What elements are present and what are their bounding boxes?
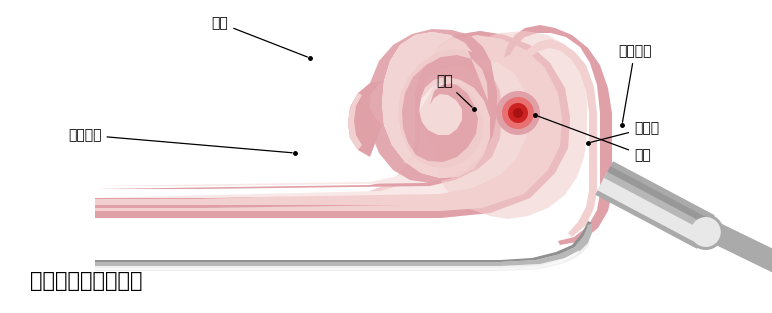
Circle shape bbox=[502, 97, 534, 129]
Polygon shape bbox=[95, 188, 460, 208]
Polygon shape bbox=[95, 31, 570, 218]
Polygon shape bbox=[95, 221, 592, 262]
Circle shape bbox=[508, 103, 528, 123]
Circle shape bbox=[688, 214, 724, 250]
Polygon shape bbox=[714, 220, 772, 279]
Polygon shape bbox=[504, 25, 612, 245]
Text: 直肠壁: 直肠壁 bbox=[591, 121, 659, 142]
Polygon shape bbox=[415, 31, 587, 219]
Polygon shape bbox=[95, 241, 590, 271]
Polygon shape bbox=[595, 161, 715, 249]
Text: 直肠探头: 直肠探头 bbox=[618, 44, 652, 122]
Polygon shape bbox=[95, 61, 502, 189]
Text: 胚胎: 胚胎 bbox=[537, 116, 651, 162]
Polygon shape bbox=[519, 39, 597, 237]
Polygon shape bbox=[598, 172, 709, 244]
Polygon shape bbox=[95, 65, 490, 186]
Circle shape bbox=[496, 91, 540, 135]
Text: 羊膜: 羊膜 bbox=[436, 74, 472, 107]
Polygon shape bbox=[95, 55, 542, 205]
Polygon shape bbox=[604, 166, 712, 232]
Polygon shape bbox=[95, 250, 580, 270]
Polygon shape bbox=[95, 59, 528, 198]
Text: 尿囊: 尿囊 bbox=[212, 16, 307, 57]
Text: 母牛子宫超声检查图: 母牛子宫超声检查图 bbox=[30, 271, 143, 291]
Text: 母牛子宫: 母牛子宫 bbox=[68, 128, 293, 153]
Polygon shape bbox=[382, 32, 490, 178]
Polygon shape bbox=[95, 223, 592, 266]
Polygon shape bbox=[368, 29, 497, 183]
Circle shape bbox=[513, 108, 523, 118]
Polygon shape bbox=[348, 81, 384, 157]
Circle shape bbox=[691, 217, 721, 247]
Polygon shape bbox=[348, 93, 362, 150]
Polygon shape bbox=[95, 31, 570, 218]
